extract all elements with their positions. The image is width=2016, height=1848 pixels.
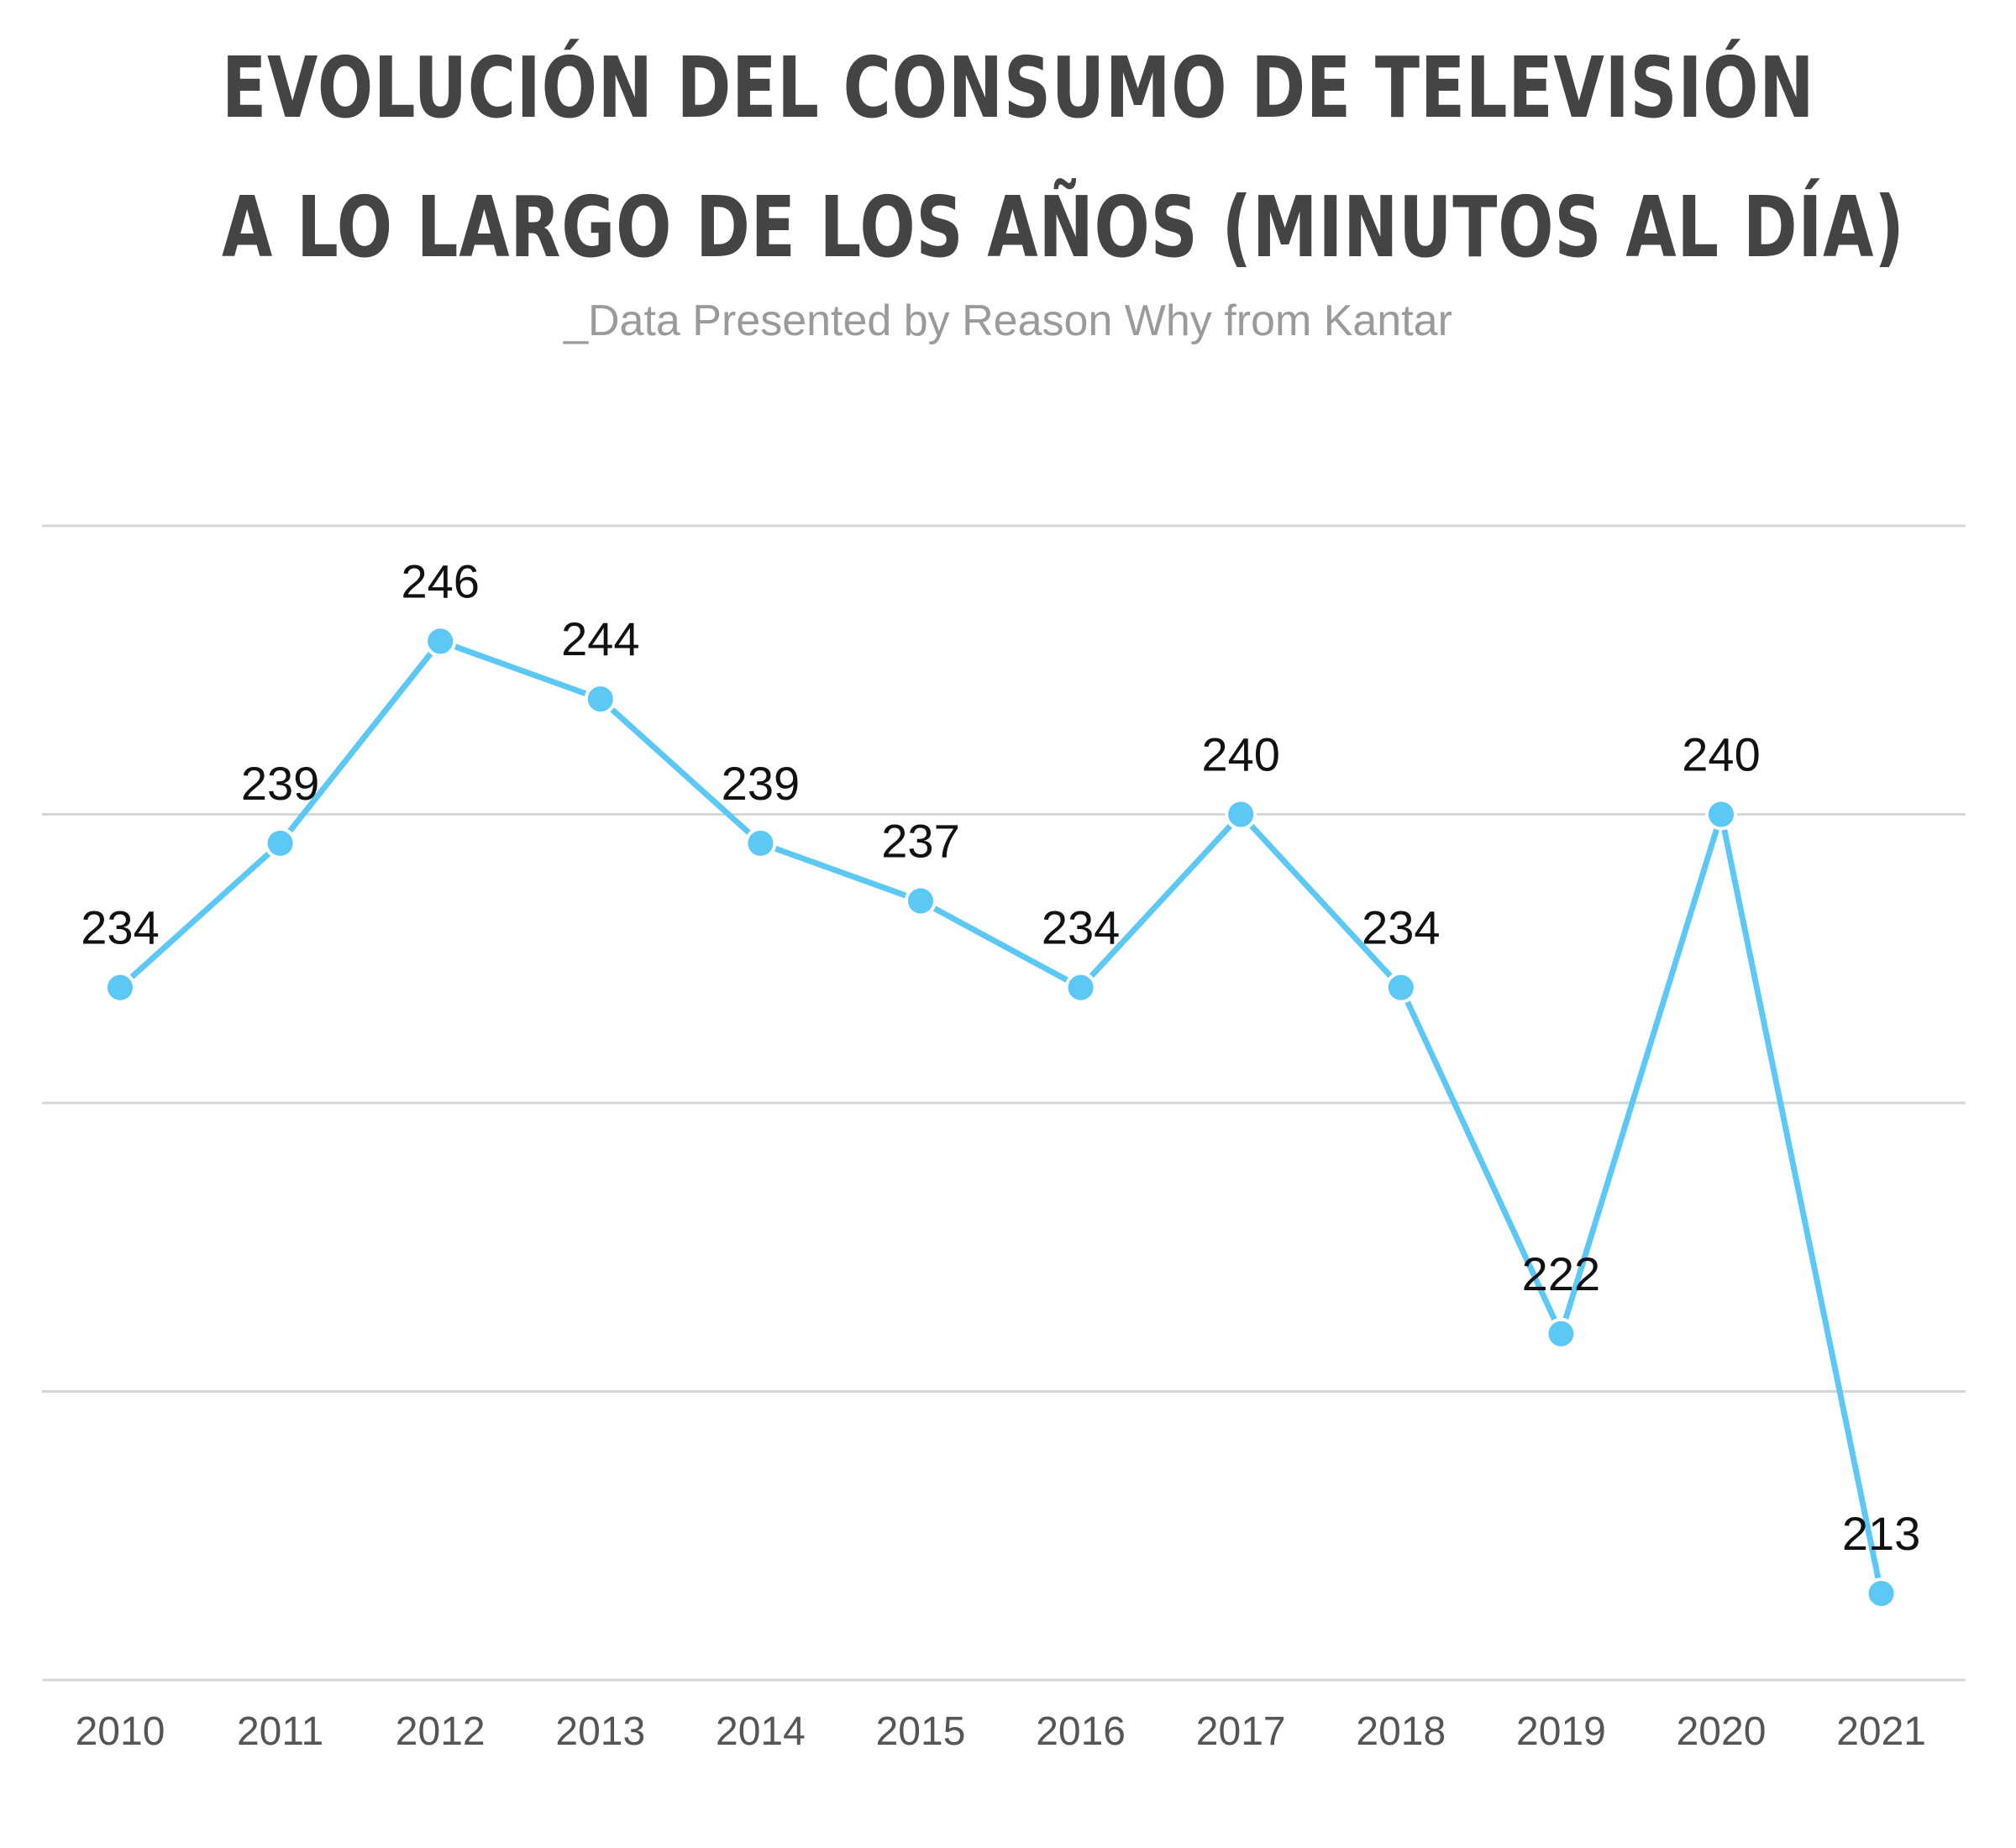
chart-title-line-2: A LO LARGO DE LOS AÑOS (MINUTOS AL DÍA) xyxy=(222,178,1905,276)
x-tick-label: 2014 xyxy=(716,1709,806,1754)
x-tick-label: 2012 xyxy=(396,1709,486,1754)
data-label: 234 xyxy=(81,901,159,954)
data-point xyxy=(1705,798,1737,831)
data-label: 234 xyxy=(1042,901,1120,954)
x-tick-label: 2011 xyxy=(237,1709,323,1754)
data-point xyxy=(264,827,297,859)
chart-title: EVOLUCIÓN DEL CONSUMO DE TELEVISIÓN A LO… xyxy=(222,18,1905,297)
data-point xyxy=(905,885,937,917)
x-tick-label: 2015 xyxy=(876,1709,966,1754)
data-label: 222 xyxy=(1522,1247,1600,1300)
data-label: 213 xyxy=(1842,1507,1920,1560)
x-tick-label: 2019 xyxy=(1516,1709,1606,1754)
data-label: 239 xyxy=(241,757,319,810)
chart-title-line-1: EVOLUCIÓN DEL CONSUMO DE TELEVISIÓN xyxy=(222,39,1815,137)
data-label: 244 xyxy=(561,612,639,665)
data-label: 237 xyxy=(881,815,959,868)
data-point xyxy=(104,971,136,1004)
gridlines xyxy=(42,524,1966,1682)
data-point xyxy=(1225,798,1257,831)
data-label: 234 xyxy=(1362,901,1440,954)
x-tick-label: 2010 xyxy=(76,1709,165,1754)
x-axis-tick-labels: 2010 2011 2012 2013 2014 2015 2016 2017 2018 2019… xyxy=(76,1709,1926,1754)
x-tick-label: 2018 xyxy=(1356,1709,1446,1754)
data-label: 240 xyxy=(1682,728,1760,781)
data-point xyxy=(744,827,777,859)
data-points xyxy=(104,625,1898,1609)
data-point xyxy=(1545,1317,1578,1350)
x-tick-label: 2016 xyxy=(1036,1709,1126,1754)
data-label: 239 xyxy=(722,757,800,810)
x-tick-label: 2013 xyxy=(555,1709,645,1754)
data-point xyxy=(424,625,457,658)
x-tick-label: 2020 xyxy=(1677,1709,1767,1754)
x-tick-label: 2021 xyxy=(1836,1709,1926,1754)
data-label: 246 xyxy=(401,554,479,607)
x-tick-label: 2017 xyxy=(1196,1709,1286,1754)
chart-subtitle: _Data Presented by Reason Why from Kanta… xyxy=(564,297,1452,345)
data-labels: 234 239 246 244 239 237 234 240 234 222 240 213 xyxy=(81,554,1920,1560)
series-line xyxy=(118,638,1885,1594)
data-point xyxy=(1865,1577,1898,1609)
data-point xyxy=(1064,971,1097,1004)
data-point xyxy=(1384,971,1417,1004)
data-point xyxy=(584,683,617,716)
data-label: 240 xyxy=(1201,728,1279,781)
series-line-group xyxy=(118,638,1885,1594)
